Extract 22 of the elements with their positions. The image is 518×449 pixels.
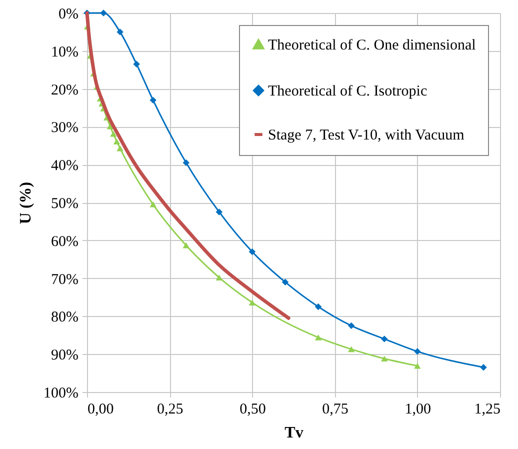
x-tick-label: 1,25 [474,402,500,418]
y-tick-label: 30% [51,120,78,136]
y-axis-title: U (%) [18,182,35,224]
x-tick-label: 1,00 [404,402,432,418]
y-tick-label: 0% [58,6,78,22]
y-tick-label: 10% [51,44,78,60]
x-tick-label: 0,50 [240,402,266,418]
y-tick-label: 70% [51,272,78,288]
legend-label: Stage 7, Test V-10, with Vacuum [268,128,465,144]
x-tick-label: 0,00 [88,402,114,418]
y-tick-label: 40% [51,158,78,174]
y-tick-label: 80% [51,310,78,326]
y-tick-label: 20% [51,82,78,98]
y-tick-label: 50% [51,196,78,212]
x-tick-label: 0,25 [156,402,184,418]
legend-label: Theoretical of C. One dimensional [268,38,476,54]
y-tick-label: 90% [51,348,78,364]
legend-label: Theoretical of C. Isotropic [268,84,428,100]
y-tick-label: 60% [51,234,78,250]
x-tick-label: 0,75 [322,402,348,418]
x-axis-title: Tv [284,424,304,442]
y-tick-label: 100% [44,386,78,402]
